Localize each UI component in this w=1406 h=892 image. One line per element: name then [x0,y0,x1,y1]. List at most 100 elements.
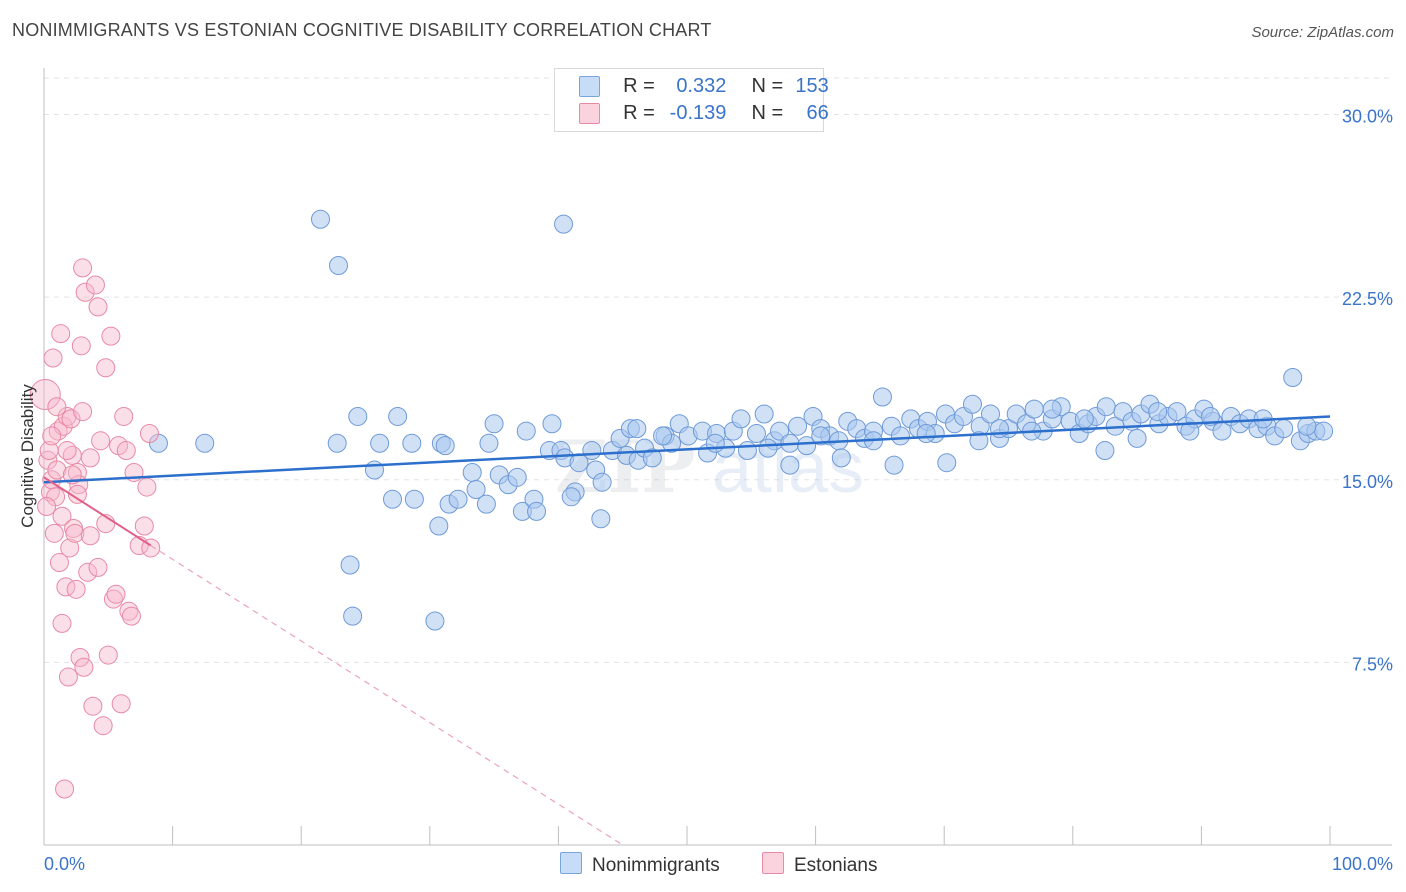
nonimmigrant-point [1095,441,1115,461]
nonimmigrant-point [340,555,360,575]
estonian-point [70,648,90,668]
estonian-point [119,601,139,621]
nonimmigrant-point [476,494,496,514]
estonian-point [73,258,93,278]
n-value: 66 [806,102,829,124]
nonimmigrant-point [811,426,831,446]
nonimmigrant-point [310,209,330,229]
n-label: N = [751,102,784,124]
nonimmigrant-point [969,431,989,451]
estonian-point [65,523,85,543]
estonian-point [106,584,126,604]
estonian-point [71,336,91,356]
estonian-point [57,441,77,461]
y-tick-label: 15.0% [1342,472,1393,492]
nonimmigrant-point [1074,409,1094,429]
gridlines [44,77,1390,663]
nonimmigrant-point [507,467,527,487]
nonimmigrant-point [484,414,504,434]
nonimmigrant-point [591,509,611,529]
estonian-point [93,716,113,736]
estonian-point [42,426,62,446]
nonimmigrant-point [435,436,455,456]
estonian-point [49,553,69,573]
x-tick-label: 100.0% [1332,854,1393,874]
nonimmigrant-point [872,387,892,407]
legend-item-estonians: Estonians [762,852,877,877]
estonian-point [67,484,87,504]
nonimmigrant-point [561,487,581,507]
estonian-point [55,779,75,799]
nonimmigrant-point [754,404,774,424]
estonian-point [43,348,63,368]
estonian-point [91,431,111,451]
nonimmigrant-point [1283,367,1303,387]
estonian-point [52,613,72,633]
nonimmigrant-point [642,448,662,468]
nonimmigrant-point [831,448,851,468]
x-tick-label: 0.0% [44,854,85,874]
estonians-trend-line [43,476,152,547]
nonimmigrant-point [1096,397,1116,417]
estonian-point [37,497,57,517]
estonian-point [121,606,141,626]
nonimmigrant-point [770,421,790,441]
nonimmigrant-point [916,423,936,443]
nonimmigrant-point [1127,428,1147,448]
nonimmigrants-trend-line [43,415,1331,484]
y-tick-label: 22.5% [1342,289,1393,309]
nonimmigrant-point [980,404,1000,424]
nonimmigrant-point [1024,399,1044,419]
y-axis-label: Cognitive Disability [18,384,37,528]
estonian-point [103,589,123,609]
estonian-point [51,324,71,344]
nonimmigrant-point [1314,421,1334,441]
estonian-point [47,460,67,480]
nonimmigrant-point [746,423,766,443]
estonian-point [78,562,98,582]
nonimmigrant-point [731,409,751,429]
estonian-point [52,506,72,526]
nonimmigrant-point [884,455,904,475]
nonimmigrant-point [327,433,347,453]
nonimmigrant-point [343,606,363,626]
nonimmigrant-point [479,433,499,453]
estonian-point [83,696,103,716]
estonian-point [85,275,105,295]
nonimmigrant-point [388,406,408,426]
y-tick-label: 30.0% [1342,107,1393,127]
nonimmigrant-point [404,489,424,509]
nonimmigrant-point [383,489,403,509]
n-value: 153 [795,75,829,97]
nonimmigrant-point [542,414,562,434]
estonian-point [137,477,157,497]
nonimmigrant-point [758,438,778,458]
nonimmigrant-point [554,214,574,234]
nonimmigrant-point [1274,419,1294,439]
estonian-point [88,557,108,577]
nonimmigrant-point [370,433,390,453]
r-value: 0.332 [676,75,727,97]
nonimmigrant-point [937,453,957,473]
nonimmigrant-point [365,460,385,480]
nonimmigrant-point [348,406,368,426]
estonian-point [47,397,67,417]
nonimmigrant-point [425,611,445,631]
estonian-point [134,516,154,536]
nonimmigrant-point [516,421,536,441]
blue-swatch [579,76,600,98]
r-label: R = [623,75,655,97]
estonian-point [116,441,136,461]
estonian-point [80,448,100,468]
nonimmigrant-point [582,441,602,461]
nonimmigrant-point [1042,399,1062,419]
estonian-point [60,538,80,558]
pink-swatch [579,103,600,125]
nonimmigrant-point [890,426,910,446]
nonimmigrant-point [797,436,817,456]
nonimmigrant-point [1180,421,1200,441]
legend-label: Nonimmigrants [592,855,720,876]
estonian-point [80,526,100,546]
nonimmigrant-point [527,501,547,521]
